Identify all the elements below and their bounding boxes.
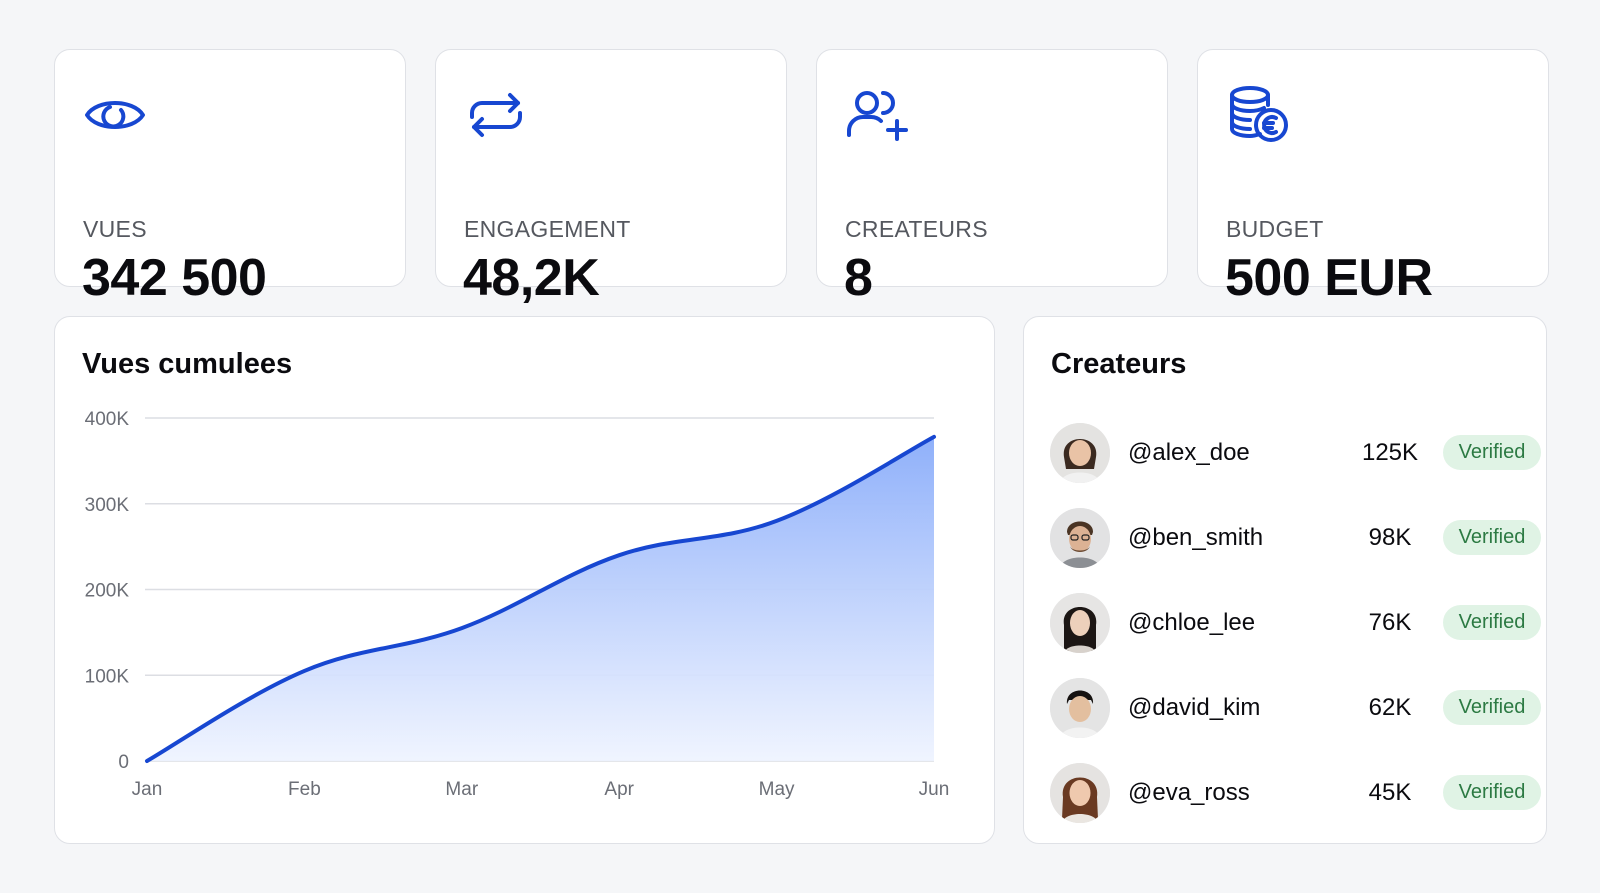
list-item[interactable]: @ben_smith 98K Verified [1050,495,1541,580]
creator-handle[interactable]: @ben_smith [1128,523,1264,551]
creator-count: 125K [1361,438,1419,466]
y-tick-label: 100K [85,666,130,687]
eye-icon [83,83,147,147]
stat-value: 500 EUR [1225,249,1433,307]
stat-card-budget: BUDGET 500 EUR [1197,49,1549,307]
creator-count: 76K [1368,608,1412,636]
stat-card-engagement: ENGAGEMENT 48,2K [435,49,787,307]
y-tick-label: 300K [85,495,130,516]
creator-list: @alex_doe 125K Verified @ben_smith 98K V… [1050,410,1541,835]
stats-row: VUES 342 500 ENGAGEMENT 48,2K CREATEURS [54,49,1549,307]
x-tick-label: Jan [132,779,163,800]
series-line [145,434,936,763]
y-tick-label: 200K [85,581,130,602]
x-tick-label: Feb [288,779,321,800]
creator-handle[interactable]: @eva_ross [1128,778,1250,806]
euro-coins-icon [1226,83,1290,147]
y-tick-label: 0 [118,752,129,773]
user-plus-icon [845,83,909,147]
cumulative-views-chart: 0 100K 200K 300K 400K Jan Feb Mar Apr May Jun [85,409,950,800]
x-tick-label: Apr [604,779,634,800]
creator-count: 98K [1368,523,1412,551]
stat-card-creators: CREATEURS 8 [816,49,1168,307]
verified-badge: Verified [1443,690,1541,725]
creator-handle[interactable]: @david_kim [1128,693,1261,721]
creator-handle[interactable]: @chloe_lee [1128,608,1256,636]
avatar [1050,762,1110,823]
x-tick-label: Mar [445,779,478,800]
chart-title: Vues cumulees [82,348,293,380]
stat-value: 48,2K [463,249,600,307]
creator-handle[interactable]: @alex_doe [1128,438,1250,466]
creators-panel: Createurs @alex_doe 125K Verified [1023,316,1547,844]
avatar [1050,422,1110,483]
stat-value: 8 [844,249,873,307]
verified-badge: Verified [1443,520,1541,555]
list-item[interactable]: @alex_doe 125K Verified [1050,410,1541,495]
creators-title: Createurs [1051,348,1187,380]
creator-count: 45K [1368,778,1412,806]
area-fill [147,436,934,761]
stat-label: ENGAGEMENT [464,216,631,242]
avatar [1050,507,1110,568]
y-tick-label: 400K [85,409,130,430]
stat-label: BUDGET [1226,216,1324,242]
list-item[interactable]: @eva_ross 45K Verified [1050,750,1541,835]
verified-badge: Verified [1443,605,1541,640]
verified-badge: Verified [1443,775,1541,810]
x-tick-label: Jun [919,779,950,800]
verified-badge: Verified [1443,435,1541,470]
repeat-icon [464,83,528,147]
stat-value: 342 500 [82,249,267,307]
avatar [1050,592,1110,653]
stat-label: VUES [83,216,147,242]
stat-card-views: VUES 342 500 [54,49,406,307]
stat-label: CREATEURS [845,216,988,242]
x-tick-label: May [759,779,795,800]
list-item[interactable]: @david_kim 62K Verified [1050,665,1541,750]
creator-count: 62K [1368,693,1412,721]
list-item[interactable]: @chloe_lee 76K Verified [1050,580,1541,665]
avatar [1050,677,1110,738]
cumulative-views-chart-panel: 0 100K 200K 300K 400K Jan Feb Mar Apr May Jun Vues… [54,316,995,844]
